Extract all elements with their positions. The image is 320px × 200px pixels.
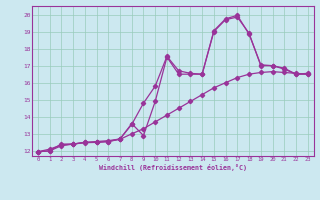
X-axis label: Windchill (Refroidissement éolien,°C): Windchill (Refroidissement éolien,°C) <box>99 164 247 171</box>
